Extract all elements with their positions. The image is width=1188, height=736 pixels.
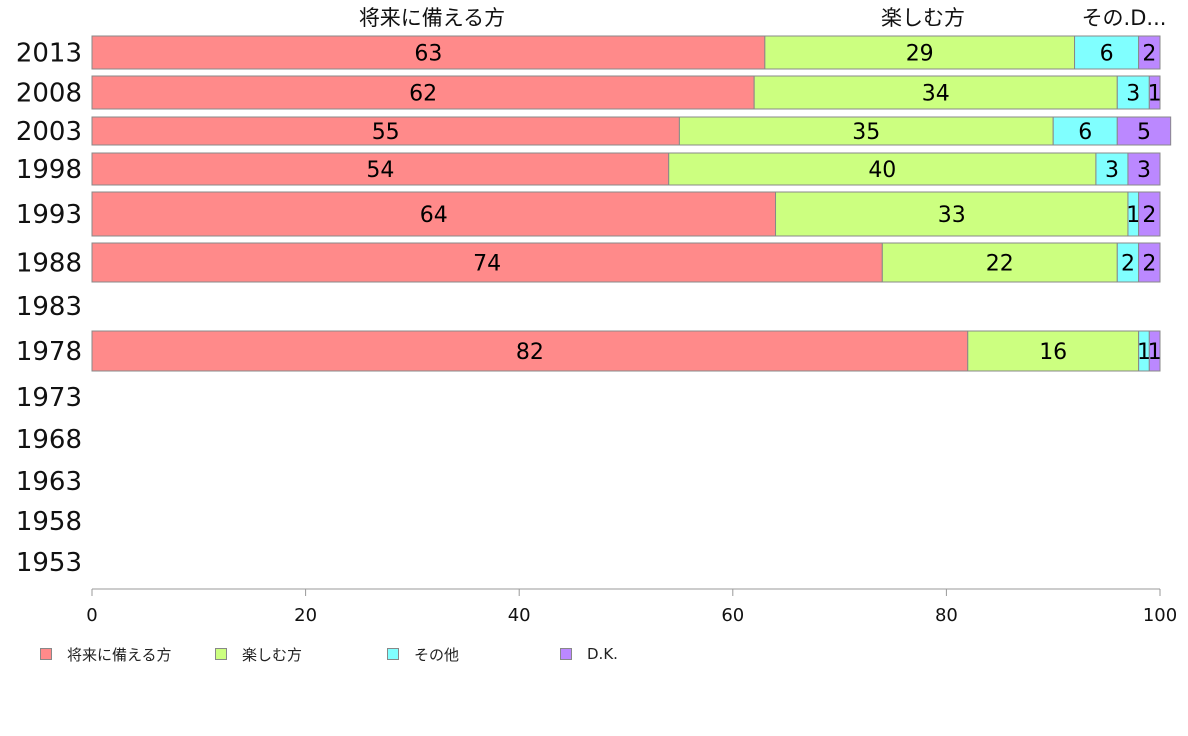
bar-segment	[91, 75, 755, 110]
legend-item: 楽しむ方	[215, 644, 302, 664]
bar-segment	[91, 191, 777, 237]
year-tick-label: 1973	[16, 383, 82, 413]
bar-value-label: 63	[414, 42, 442, 67]
year-tick-label: 1978	[16, 337, 82, 367]
legend-swatch	[215, 648, 227, 660]
bar-segment	[753, 75, 1118, 110]
bar-segment	[1052, 116, 1118, 146]
legend-item: D.K.	[560, 644, 618, 664]
top-label: その.D...	[1082, 6, 1167, 30]
bar-segment	[678, 116, 1054, 146]
bar-segment	[91, 330, 969, 372]
bar-value-label: 6	[1078, 120, 1092, 145]
bar-segment	[1148, 75, 1161, 110]
bar-segment	[1127, 152, 1161, 186]
bar-value-label: 2	[1142, 42, 1156, 67]
bar-segment	[1116, 116, 1172, 146]
legend-swatch	[387, 648, 399, 660]
legend-label: 楽しむ方	[242, 645, 303, 664]
bar-value-label: 3	[1105, 158, 1119, 183]
bar-segment	[764, 35, 1076, 70]
legend-swatch	[560, 648, 572, 660]
bar-value-label: 3	[1126, 82, 1140, 107]
bar-segment	[775, 191, 1129, 237]
year-tick-label: 1958	[16, 507, 82, 537]
bar-segment	[668, 152, 1097, 186]
bar-segment	[1138, 242, 1161, 283]
bars: 63 29 6 262 34 3 155 35 6 554 40 3 364 33 1 274 22 2 282 16…	[91, 35, 1172, 372]
bar-value-label: 54	[366, 158, 394, 183]
legend-swatch	[40, 648, 52, 660]
bar-value-label: 55	[372, 120, 400, 145]
legend-item: その他	[387, 644, 459, 664]
bar-value-label: 16	[1039, 340, 1067, 365]
legend-label: D.K.	[587, 645, 618, 663]
bar-value-label: 2	[1142, 203, 1156, 228]
bar-value-label: 6	[1100, 42, 1114, 67]
top-label: 楽しむ方	[881, 6, 965, 30]
bar-value-label: 2	[1142, 252, 1156, 277]
bar-segment	[1074, 35, 1140, 70]
legend-label: その他	[414, 645, 460, 664]
year-tick-label: 2008	[16, 79, 82, 109]
top-label: 将来に備える方	[359, 6, 505, 30]
x-tick-label: 60	[721, 605, 744, 626]
year-tick-label: 1983	[16, 292, 82, 322]
bar-segment	[1138, 191, 1161, 237]
bar-value-label: 64	[420, 203, 448, 228]
legend: 将来に備える方 楽しむ方 その他 D.K.	[40, 644, 1040, 664]
bar-value-label: 22	[986, 252, 1014, 277]
x-tick-label: 0	[86, 605, 97, 626]
bar-value-label: 74	[473, 252, 501, 277]
year-tick-label: 1968	[16, 425, 82, 455]
year-tick-label: 1953	[16, 548, 82, 578]
x-tick-label: 100	[1143, 605, 1177, 626]
bar-value-label: 1	[1137, 340, 1151, 365]
bar-value-label: 1	[1148, 82, 1162, 107]
legend-label: 将来に備える方	[67, 645, 172, 664]
bar-value-label: 2	[1121, 252, 1135, 277]
year-tick-label: 2013	[16, 39, 82, 69]
bar-value-label: 29	[906, 42, 934, 67]
bar-value-label: 34	[922, 82, 950, 107]
x-tick-label: 80	[935, 605, 958, 626]
year-tick-label: 2003	[16, 117, 82, 147]
bar-value-label: 1	[1148, 340, 1162, 365]
bar-value-label: 33	[938, 203, 966, 228]
legend-item: 将来に備える方	[40, 644, 172, 664]
bar-value-label: 82	[516, 340, 544, 365]
bar-segment	[1116, 75, 1150, 110]
bar-segment	[1148, 330, 1161, 372]
year-tick-label: 1963	[16, 467, 82, 497]
bar-segment	[91, 242, 883, 283]
bar-value-label: 62	[409, 82, 437, 107]
bar-value-label: 1	[1126, 203, 1140, 228]
bar-segment	[91, 116, 680, 146]
year-tick-label: 1988	[16, 249, 82, 279]
bar-value-label: 35	[852, 120, 880, 145]
x-tick-label: 40	[508, 605, 531, 626]
y-axis-labels: 2013 2008 2003 1998 1993 1988 1983 1978 1973 1968…	[16, 39, 82, 579]
bar-segment	[1138, 35, 1161, 70]
bar-segment	[881, 242, 1118, 283]
top-category-labels: 将来に備える方 楽しむ方 その.D...	[359, 6, 1167, 30]
x-axis: 0 20 40 60 80 100	[86, 588, 1177, 626]
bar-value-label: 5	[1137, 120, 1151, 145]
year-tick-label: 1998	[16, 155, 82, 185]
bar-value-label: 3	[1137, 158, 1151, 183]
bar-segment	[91, 152, 670, 186]
bar-segment	[91, 35, 766, 70]
bar-value-label: 40	[868, 158, 896, 183]
x-tick-label: 20	[294, 605, 317, 626]
year-tick-label: 1993	[16, 200, 82, 230]
